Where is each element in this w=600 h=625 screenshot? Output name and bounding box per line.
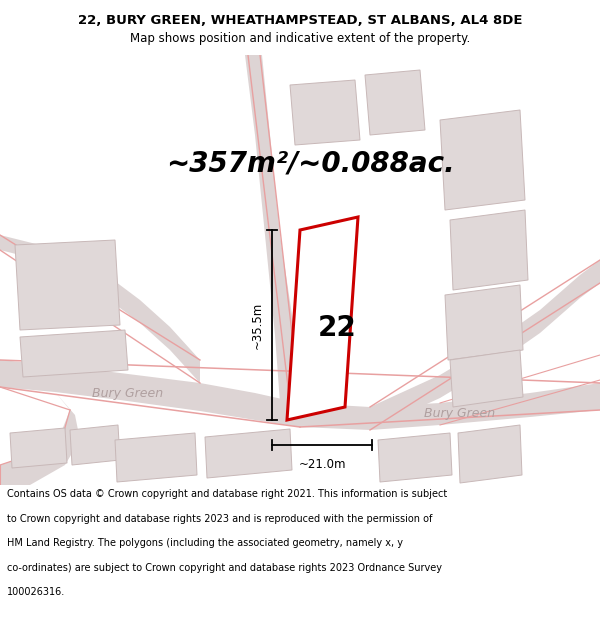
Polygon shape (450, 210, 528, 290)
Polygon shape (287, 217, 358, 420)
Polygon shape (440, 110, 525, 210)
Text: Map shows position and indicative extent of the property.: Map shows position and indicative extent… (130, 32, 470, 45)
Text: co-ordinates) are subject to Crown copyright and database rights 2023 Ordnance S: co-ordinates) are subject to Crown copyr… (7, 562, 442, 572)
Text: 22: 22 (318, 314, 357, 342)
Polygon shape (450, 350, 523, 407)
Text: to Crown copyright and database rights 2023 and is reproduced with the permissio: to Crown copyright and database rights 2… (7, 514, 433, 524)
Polygon shape (15, 240, 120, 330)
Polygon shape (458, 425, 522, 483)
Polygon shape (205, 429, 292, 478)
Polygon shape (365, 70, 425, 135)
Polygon shape (238, 55, 300, 403)
Text: ~21.0m: ~21.0m (298, 458, 346, 471)
Text: 22, BURY GREEN, WHEATHAMPSTEAD, ST ALBANS, AL4 8DE: 22, BURY GREEN, WHEATHAMPSTEAD, ST ALBAN… (78, 14, 522, 27)
Polygon shape (115, 433, 197, 482)
Text: Bury Green: Bury Green (424, 406, 496, 419)
Polygon shape (20, 330, 128, 377)
Text: HM Land Registry. The polygons (including the associated geometry, namely x, y: HM Land Registry. The polygons (includin… (7, 538, 403, 548)
Text: Contains OS data © Crown copyright and database right 2021. This information is : Contains OS data © Crown copyright and d… (7, 489, 448, 499)
Polygon shape (445, 285, 523, 360)
Text: Bury Green: Bury Green (92, 386, 164, 399)
Polygon shape (290, 80, 360, 145)
Polygon shape (10, 428, 67, 468)
Polygon shape (0, 235, 200, 383)
Polygon shape (0, 387, 80, 485)
Polygon shape (0, 360, 600, 430)
Polygon shape (370, 260, 600, 430)
Text: ~35.5m: ~35.5m (251, 301, 264, 349)
Text: ~357m²/~0.088ac.: ~357m²/~0.088ac. (166, 149, 454, 177)
Text: 100026316.: 100026316. (7, 588, 65, 598)
Polygon shape (378, 433, 452, 482)
Polygon shape (70, 425, 120, 465)
